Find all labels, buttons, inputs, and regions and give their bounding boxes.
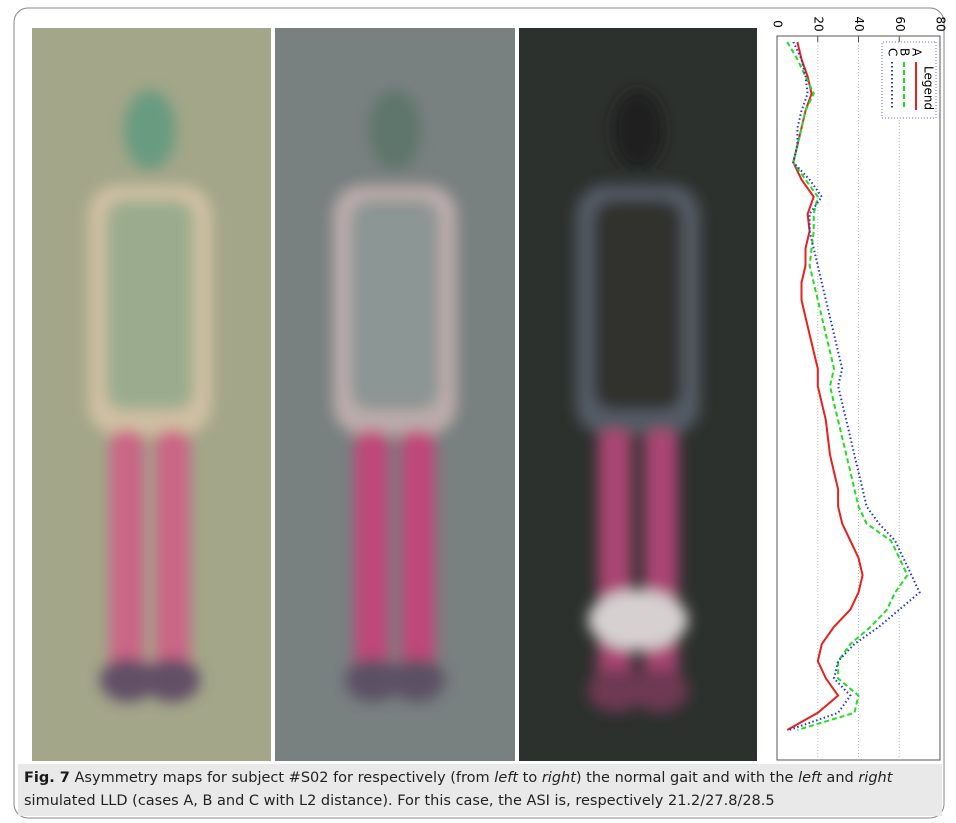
caption-text: left	[494, 770, 518, 786]
caption: Fig. 7 Asymmetry maps for subject #S02 f…	[18, 764, 942, 816]
legend-label: C	[886, 48, 900, 56]
caption-text: left	[798, 770, 822, 786]
legend-title: Legend	[922, 66, 936, 110]
caption-text: right	[858, 770, 892, 786]
caption-label: Fig. 7	[24, 770, 70, 786]
x-tick-label: 40	[852, 16, 866, 31]
x-tick-label: 80	[934, 16, 948, 31]
caption-text: right	[542, 770, 576, 786]
image-right-lld	[519, 28, 757, 761]
x-tick-label: 60	[893, 16, 907, 31]
caption-text: and	[822, 770, 859, 786]
image-normal	[32, 28, 271, 761]
x-tick-label: 20	[811, 16, 825, 31]
figure: 0 20 40 60 80 LegendABC	[0, 0, 956, 823]
image-left-lld	[275, 28, 515, 761]
caption-text: Asymmetry maps for subject #S02 for resp…	[70, 770, 494, 786]
caption-text: to	[518, 770, 542, 786]
caption-text: simulated LLD (cases A, B and C with L2 …	[24, 793, 775, 809]
page: 0 20 40 60 80 LegendABC Fig. 7 Asymmetry maps…	[0, 0, 956, 823]
x-tick-label: 0	[771, 20, 785, 28]
caption-text: ) the normal gait and with the	[576, 770, 798, 786]
